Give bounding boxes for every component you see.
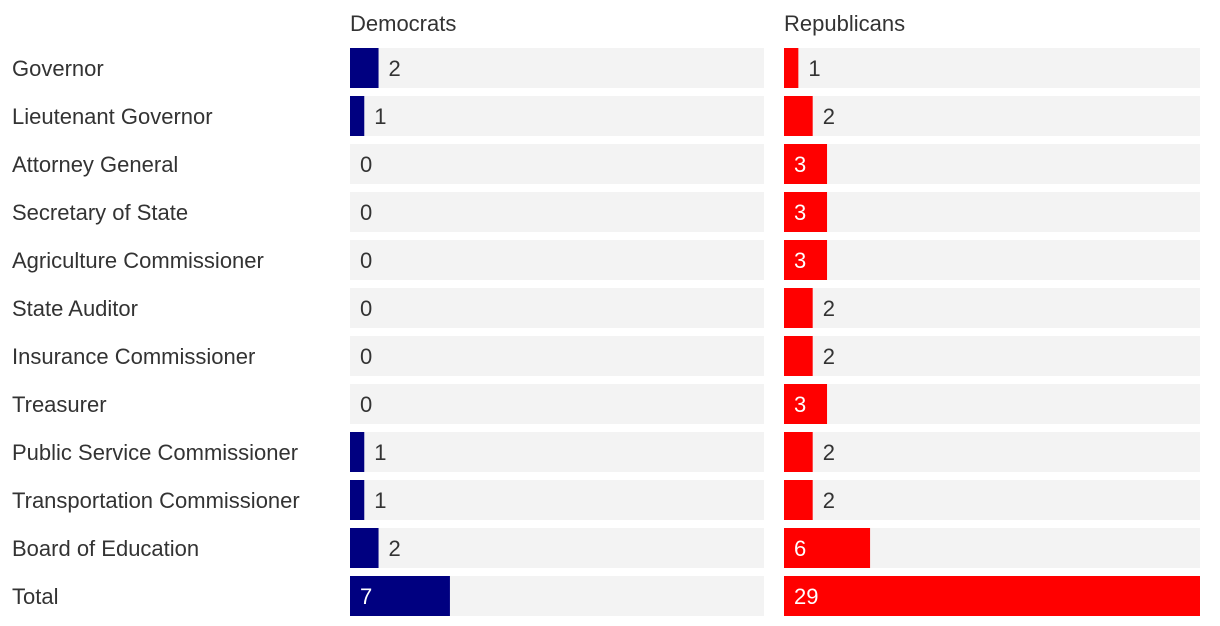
bar-track: [784, 432, 1200, 472]
bar-track: [350, 336, 764, 376]
bar-track: [350, 432, 764, 472]
bar-track: [350, 528, 764, 568]
bar-track: [350, 288, 764, 328]
bar-track: [350, 384, 764, 424]
value-label: 0: [360, 392, 372, 417]
value-label: 2: [823, 440, 835, 465]
value-label: 3: [794, 200, 806, 225]
value-label: 3: [794, 248, 806, 273]
bar-republicans-total: [784, 576, 1200, 616]
bars: [350, 48, 1200, 616]
bar-republicans-secretary-of-state: [784, 192, 828, 232]
value-label: 6: [794, 536, 806, 561]
bar-democrats-lieutenant-governor: [350, 96, 365, 136]
bar-republicans-public-service-commissioner: [784, 432, 813, 472]
bar-track: [350, 144, 764, 184]
bar-track: [784, 48, 1200, 88]
value-label: 1: [374, 488, 386, 513]
series-header-republicans: Republicans: [784, 11, 905, 36]
bar-democrats-governor: [350, 48, 379, 88]
bar-democrats-board-of-education: [350, 528, 379, 568]
value-label: 2: [823, 488, 835, 513]
bar-track: [784, 384, 1200, 424]
bar-track: [784, 480, 1200, 520]
bar-republicans-board-of-education: [784, 528, 871, 568]
bar-track: [350, 48, 764, 88]
bar-republicans-agriculture-commissioner: [784, 240, 828, 280]
value-label: 0: [360, 200, 372, 225]
bar-democrats-total: [350, 576, 450, 616]
series-header-democrats: Democrats: [350, 11, 456, 36]
category-label-attorney-general: Attorney General: [12, 152, 178, 177]
bar-track: [784, 144, 1200, 184]
bar-republicans-lieutenant-governor: [784, 96, 813, 136]
value-label: 3: [794, 392, 806, 417]
bar-republicans-transportation-commissioner: [784, 480, 813, 520]
value-label: 1: [374, 440, 386, 465]
bar-republicans-state-auditor: [784, 288, 813, 328]
category-label-lieutenant-governor: Lieutenant Governor: [12, 104, 213, 129]
value-label: 0: [360, 296, 372, 321]
bar-democrats-public-service-commissioner: [350, 432, 365, 472]
bar-track: [350, 240, 764, 280]
value-label: 1: [374, 104, 386, 129]
bar-tracks: [350, 48, 1200, 616]
category-label-board-of-education: Board of Education: [12, 536, 199, 561]
category-label-governor: Governor: [12, 56, 104, 81]
bar-track: [784, 288, 1200, 328]
bar-track: [350, 192, 764, 232]
bar-track: [784, 336, 1200, 376]
category-label-secretary-of-state: Secretary of State: [12, 200, 188, 225]
value-label: 2: [389, 536, 401, 561]
bar-republicans-governor: [784, 48, 799, 88]
value-label: 7: [360, 584, 372, 609]
bar-republicans-insurance-commissioner: [784, 336, 813, 376]
category-label-transportation-commissioner: Transportation Commissioner: [12, 488, 300, 513]
value-label: 0: [360, 152, 372, 177]
category-label-total: Total: [12, 584, 58, 609]
value-label: 29: [794, 584, 818, 609]
category-label-treasurer: Treasurer: [12, 392, 107, 417]
panel-headers: Democrats Republicans: [350, 11, 905, 36]
value-label: 2: [823, 344, 835, 369]
value-label: 1: [808, 56, 820, 81]
value-label: 2: [823, 104, 835, 129]
value-label: 3: [794, 152, 806, 177]
bar-democrats-transportation-commissioner: [350, 480, 365, 520]
value-label: 0: [360, 248, 372, 273]
bar-republicans-attorney-general: [784, 144, 828, 184]
bar-track: [350, 96, 764, 136]
category-label-public-service-commissioner: Public Service Commissioner: [12, 440, 298, 465]
bar-track: [784, 240, 1200, 280]
category-label-insurance-commissioner: Insurance Commissioner: [12, 344, 255, 369]
value-label: 2: [823, 296, 835, 321]
value-label: 2: [389, 56, 401, 81]
bar-track: [784, 192, 1200, 232]
bar-track: [784, 96, 1200, 136]
bar-track: [350, 480, 764, 520]
category-label-agriculture-commissioner: Agriculture Commissioner: [12, 248, 264, 273]
bar-republicans-treasurer: [784, 384, 828, 424]
value-label: 0: [360, 344, 372, 369]
row-labels: Governor Lieutenant Governor Attorney Gene…: [12, 56, 300, 609]
category-label-state-auditor: State Auditor: [12, 296, 138, 321]
